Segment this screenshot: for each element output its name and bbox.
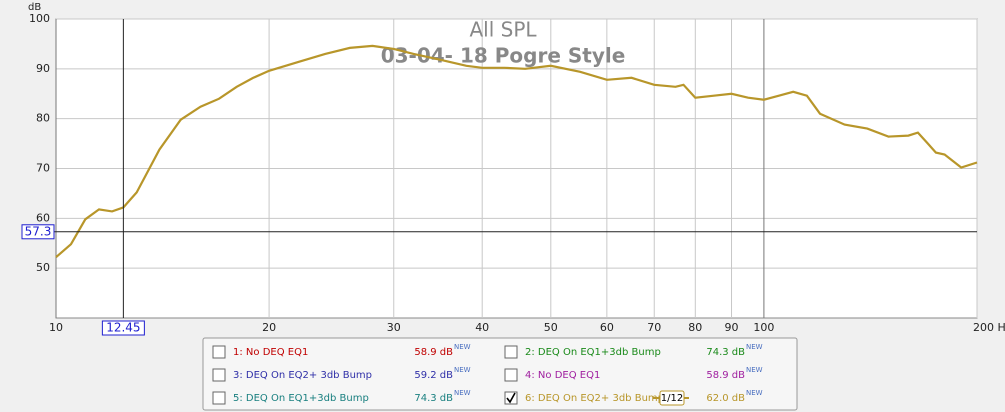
legend-reading: 59.2 dB — [414, 370, 453, 381]
legend-badge: NEW — [746, 389, 763, 397]
checkmark — [506, 392, 516, 404]
y-tick-label: 100 — [29, 12, 50, 25]
x-tick-label: 60 — [600, 321, 614, 334]
legend-checkbox[interactable] — [212, 368, 226, 382]
series-line — [55, 44, 978, 259]
legend-label: 1: No DEQ EQ1 — [233, 347, 308, 358]
legend-reading: 58.9 dB — [706, 370, 745, 381]
y-tick-label: 60 — [36, 211, 50, 224]
y-tick-label: 90 — [36, 62, 50, 75]
x-tick-label: 100 — [753, 321, 774, 334]
y-tick-label: 70 — [36, 162, 50, 175]
cursor-x-label: 12.45 — [106, 321, 140, 335]
legend-reading: 62.0 dB — [706, 393, 745, 404]
x-tick-label: 80 — [688, 321, 702, 334]
smoothing-box — [659, 390, 685, 406]
legend-label: 5: DEQ On EQ1+3db Bump — [233, 393, 369, 404]
legend-checkbox[interactable] — [212, 391, 226, 405]
x-tick-label: 90 — [725, 321, 739, 334]
x-tick-label: 30 — [387, 321, 401, 334]
legend-label: 2: DEQ On EQ1+3db Bump — [525, 347, 661, 358]
legend-badge: NEW — [746, 343, 763, 351]
legend-badge: NEW — [454, 343, 471, 351]
legend-checkbox[interactable] — [504, 345, 518, 359]
x-tick-label: 20 — [262, 321, 276, 334]
x-tick-label: 40 — [475, 321, 489, 334]
x-tick-label: 200 Hz — [973, 321, 1005, 334]
x-tick-label: 50 — [544, 321, 558, 334]
cursor-y-box — [21, 224, 55, 240]
legend-reading: 74.3 dB — [706, 347, 745, 358]
y-tick-label: 50 — [36, 261, 50, 274]
legend-badge: NEW — [454, 389, 471, 397]
y-tick-label: 80 — [36, 112, 50, 125]
x-tick-label: 70 — [647, 321, 661, 334]
cursor-x-box — [101, 320, 145, 336]
y-axis-label: dB — [28, 2, 41, 13]
legend-label: 6: DEQ On EQ2+ 3db Bump — [525, 393, 664, 404]
legend-label: 3: DEQ On EQ2+ 3db Bump — [233, 370, 372, 381]
legend-reading: 58.9 dB — [414, 347, 453, 358]
smoothing-label: 1/12 — [661, 393, 683, 404]
legend-box — [202, 337, 798, 411]
legend-label: 4: No DEQ EQ1 — [525, 370, 600, 381]
legend-reading: 74.3 dB — [414, 393, 453, 404]
legend-checkbox[interactable] — [504, 368, 518, 382]
cursor-y-label: 57.3 — [25, 224, 52, 238]
legend-checkbox[interactable] — [212, 345, 226, 359]
legend-badge: NEW — [746, 366, 763, 374]
chart-title: All SPL — [469, 18, 537, 42]
x-tick-label: 10 — [49, 321, 63, 334]
legend-badge: NEW — [454, 366, 471, 374]
